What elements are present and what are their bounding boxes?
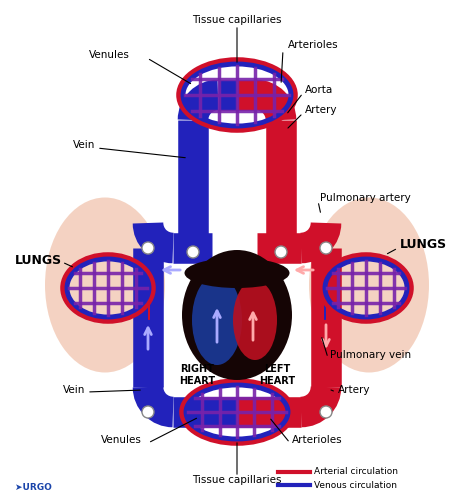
- Text: Arterioles: Arterioles: [288, 40, 338, 50]
- Text: ➤URGO: ➤URGO: [15, 482, 52, 492]
- Text: RIGHT
HEART: RIGHT HEART: [179, 364, 215, 386]
- Text: Arterial circulation: Arterial circulation: [314, 468, 398, 476]
- Circle shape: [320, 242, 332, 254]
- Text: Venules: Venules: [89, 50, 130, 60]
- Ellipse shape: [309, 198, 429, 372]
- Ellipse shape: [45, 198, 165, 372]
- Text: LUNGS: LUNGS: [15, 254, 62, 266]
- Text: Vein: Vein: [73, 140, 95, 150]
- Text: LEFT
HEART: LEFT HEART: [259, 364, 295, 386]
- Text: Arterioles: Arterioles: [292, 435, 343, 445]
- Circle shape: [142, 406, 154, 418]
- Text: Tissue capillaries: Tissue capillaries: [192, 15, 282, 25]
- Text: Venules: Venules: [101, 435, 142, 445]
- Ellipse shape: [192, 275, 242, 365]
- Circle shape: [142, 242, 154, 254]
- Text: Vein: Vein: [63, 385, 85, 395]
- Text: Aorta: Aorta: [305, 85, 333, 95]
- Ellipse shape: [184, 258, 290, 288]
- Circle shape: [320, 406, 332, 418]
- Text: Pulmonary vein: Pulmonary vein: [330, 350, 411, 360]
- Text: LUNGS: LUNGS: [400, 238, 447, 252]
- Text: Artery: Artery: [338, 385, 371, 395]
- Text: Tissue capillaries: Tissue capillaries: [192, 475, 282, 485]
- Text: Artery: Artery: [305, 105, 337, 115]
- Ellipse shape: [182, 250, 292, 380]
- Ellipse shape: [233, 280, 277, 360]
- Circle shape: [275, 246, 287, 258]
- Circle shape: [187, 246, 199, 258]
- Text: Pulmonary artery: Pulmonary artery: [320, 193, 411, 203]
- Text: Venous circulation: Venous circulation: [314, 480, 397, 490]
